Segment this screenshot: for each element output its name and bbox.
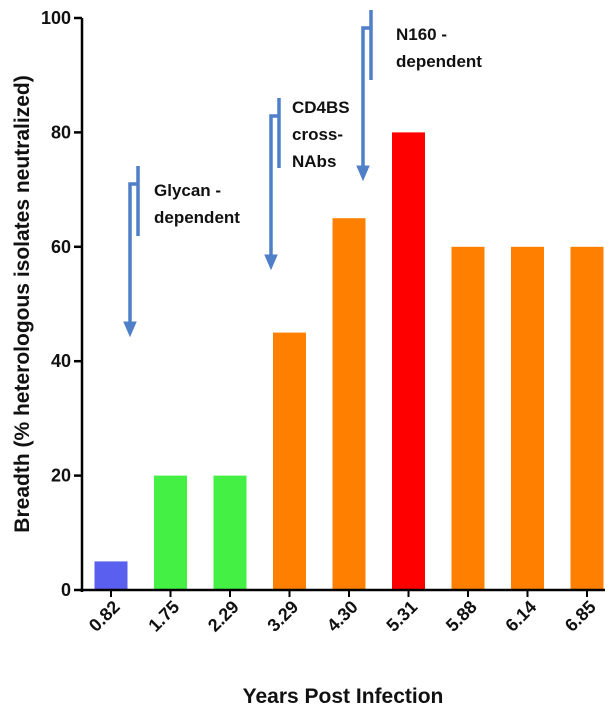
- bar-3.29: [273, 332, 306, 590]
- x-tick-label: 5.88: [442, 597, 481, 636]
- annotation-bracket: [269, 98, 281, 259]
- x-tick-label: 5.31: [382, 597, 421, 636]
- annotations: Glycan - dependent CD4BS cross- NAbs N160 - de…: [123, 10, 482, 338]
- y-tick-label: 0: [61, 580, 71, 600]
- annotation-line: cross-: [292, 125, 343, 144]
- annotation-2: N160 - dependent: [356, 10, 482, 182]
- annotation-arrowhead: [356, 165, 370, 182]
- y-tick-label: 100: [41, 8, 71, 28]
- annotation-arrowhead: [264, 254, 278, 271]
- bars: [94, 132, 604, 591]
- annotation-1: CD4BS cross- NAbs: [264, 98, 350, 271]
- x-axis-title: Years Post Infection: [243, 685, 444, 708]
- bar-0.82: [94, 561, 128, 590]
- bar-1.75: [154, 475, 187, 590]
- annotation-label: CD4BS cross- NAbs: [292, 98, 350, 171]
- bar-5.88: [451, 246, 485, 591]
- annotation-line: NAbs: [292, 152, 336, 171]
- annotation-arrowhead: [123, 321, 137, 338]
- bar-5.31: [392, 132, 425, 590]
- annotation-line: dependent: [396, 52, 482, 71]
- y-tick-label: 40: [51, 351, 71, 371]
- bar-6.14: [511, 246, 544, 591]
- x-tick-label: 0.82: [85, 597, 124, 636]
- annotation-line: CD4BS: [292, 98, 350, 117]
- x-tick-label: 6.14: [501, 597, 540, 636]
- x-tick-label: 3.29: [263, 597, 302, 636]
- axes: [80, 18, 605, 592]
- annotation-bracket: [128, 166, 140, 326]
- x-tick-label: 1.75: [144, 597, 183, 636]
- y-tick-label: 80: [51, 122, 71, 142]
- annotation-line: Glycan -: [154, 181, 221, 200]
- bar-6.85: [570, 246, 604, 591]
- annotation-0: Glycan - dependent: [123, 166, 240, 338]
- bar-2.29: [213, 475, 247, 590]
- y-tick-label: 60: [51, 237, 71, 257]
- y-tick-label: 20: [51, 466, 71, 486]
- annotation-label: Glycan - dependent: [154, 181, 240, 227]
- annotation-line: dependent: [154, 208, 240, 227]
- x-tick-label: 4.30: [323, 597, 362, 636]
- annotation-bracket: [361, 10, 373, 170]
- annotation-line: N160 -: [396, 25, 447, 44]
- annotation-label: N160 - dependent: [396, 25, 482, 71]
- y-axis-title: Breadth (% heterologous isolates neutral…: [11, 75, 34, 532]
- y-ticks: 0 20 40 60 80 100: [41, 8, 82, 600]
- x-tick-label: 6.85: [561, 597, 600, 636]
- bar-4.30: [332, 218, 366, 590]
- x-ticks: 0.82 1.75 2.29 3.29 4.30 5.31 5.88 6.14 6.85: [85, 590, 600, 636]
- x-tick-label: 2.29: [204, 597, 243, 636]
